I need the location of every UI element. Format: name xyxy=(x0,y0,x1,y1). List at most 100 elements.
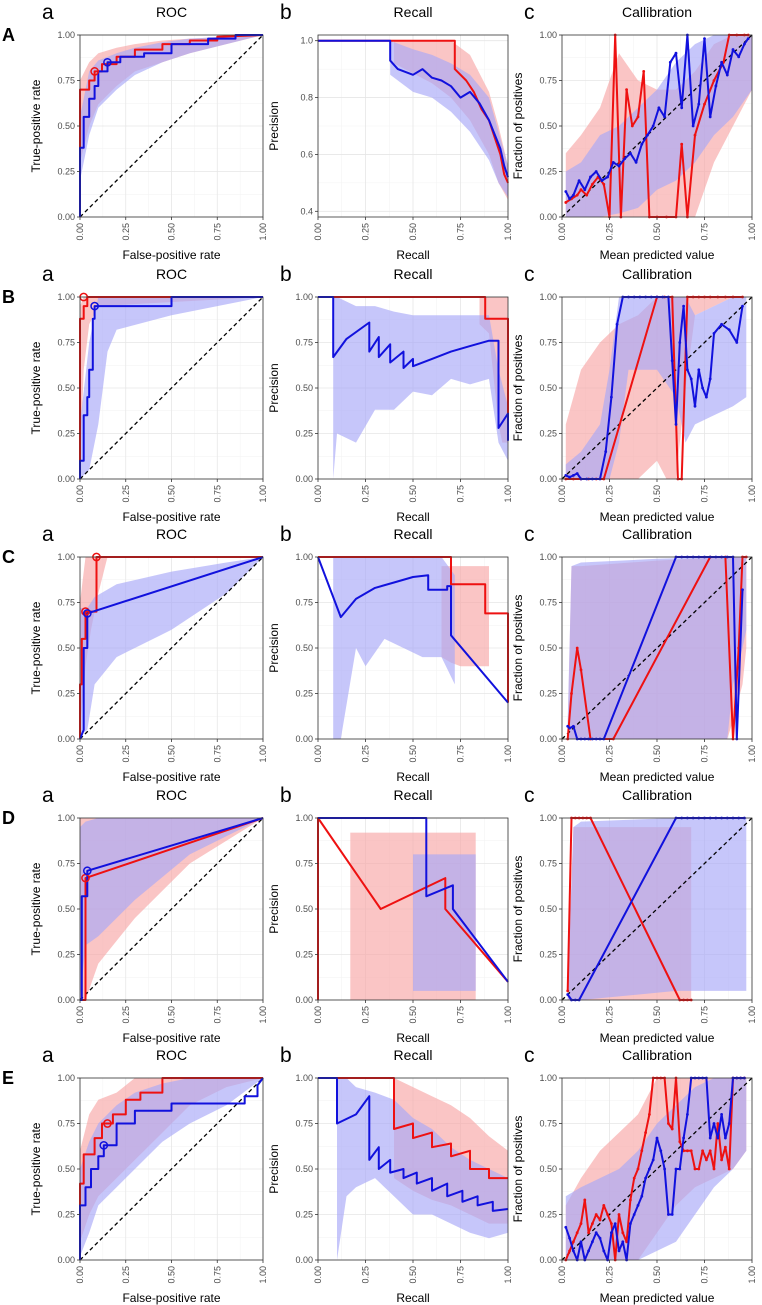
rowD-a-xtick-label: 0.25 xyxy=(121,1006,131,1024)
rowC-b-ytick-label: 0.25 xyxy=(295,689,313,699)
rowB-c-xlabel: Mean predicted value xyxy=(600,510,715,524)
rowE-c-point-blue xyxy=(587,1249,590,1253)
rowC-c-xtick-label: 1.00 xyxy=(747,745,757,763)
rowD-c-ytick-label: 1.00 xyxy=(539,813,557,823)
rowB-c-ytick-label: 0.75 xyxy=(539,338,557,348)
rowD-c-point-blue xyxy=(566,993,570,996)
rowC-a-reference-diagonal xyxy=(79,556,264,740)
rowD-c-ytick-label: 0.75 xyxy=(539,859,557,869)
rowB-b-ytick-label: 0.50 xyxy=(295,383,313,393)
rowE-c-xtick-label: 0.50 xyxy=(652,1266,662,1284)
rowA-a-xtick-label: 0.75 xyxy=(212,223,222,241)
rowD-b-xlabel: Recall xyxy=(396,1031,429,1045)
rowE-b-line-blue xyxy=(318,1077,509,1212)
rowE-c-point-blue xyxy=(655,1136,659,1140)
rowA-c-point-blue xyxy=(646,133,649,137)
rowB-a-xtick-label: 0.75 xyxy=(212,485,222,503)
rowE-b-line-red xyxy=(318,1077,508,1180)
rowE-c-point-red xyxy=(686,1149,689,1153)
rowA-b-band-blue xyxy=(390,40,508,198)
rowA-c-xtick-label: 0.00 xyxy=(557,223,567,241)
rowC-a-panel-letter: a xyxy=(42,523,54,546)
rowE-c-ytick-label: 0.75 xyxy=(539,1119,557,1129)
rowE-b-panel-letter: b xyxy=(280,1044,292,1067)
rowB-c-ylabel: Fraction of positives xyxy=(511,335,525,442)
rowE-b-title: Recall xyxy=(394,1047,433,1063)
rowC-c-point-red xyxy=(575,646,579,650)
rowA-c-point-blue xyxy=(589,175,592,179)
rowE-b-xtick-label: 0.75 xyxy=(456,1266,466,1284)
rowB-a-xtick-label: 1.00 xyxy=(258,485,268,503)
rowD-a-panel-letter: a xyxy=(42,784,54,807)
rowB-a-band-blue xyxy=(80,297,263,479)
rowE-a-xtick-label: 0.75 xyxy=(212,1266,222,1284)
rowE-c-point-blue xyxy=(724,1136,727,1140)
rowE-c-point-red xyxy=(693,1167,697,1171)
rowD-c-panel: c Callibration 0.00 0.25 0.50 0.75 1.00 0.00 0.2… xyxy=(511,784,757,1045)
rowA-c-point-blue xyxy=(606,175,609,179)
rowA-c-point-red xyxy=(575,193,579,197)
rowA-a-ytick-label: 0.25 xyxy=(57,167,75,177)
rowE-b-ytick-label: 1.00 xyxy=(295,1073,313,1083)
rowA-b-title: Recall xyxy=(394,4,433,20)
rowB-c-panel: c Callibration 0.00 0.25 0.50 0.75 1.00 0.00 0.2… xyxy=(511,263,757,524)
rowC-c-xtick-label: 0.50 xyxy=(652,745,662,763)
rowB-b-panel: b Recall 0.00 0.25 0.50 0.75 1.00 0.00 0.25 0.50 0… xyxy=(267,263,513,524)
rowC-b-panel: b Recall 0.00 0.25 0.50 0.75 1.00 0.00 0.25 0.50 0… xyxy=(267,523,513,784)
rowA-c-point-red xyxy=(585,193,589,197)
rowA-a-xtick-label: 0.50 xyxy=(167,223,177,241)
rowB-b-xlabel: Recall xyxy=(396,510,429,524)
rowA-c-point-blue xyxy=(725,73,729,77)
rowE-c-point-red xyxy=(598,1218,602,1222)
rowE-c-point-blue xyxy=(632,1213,636,1216)
rowD-a-ytick-label: 0.50 xyxy=(57,904,75,914)
row-letter-C: C xyxy=(2,547,15,567)
rowD-c-xtick-label: 0.00 xyxy=(557,1006,567,1024)
rowB-c-point-blue xyxy=(568,475,571,479)
row-letter-B: B xyxy=(2,287,15,307)
rowB-c-ytick-label: 0.00 xyxy=(539,474,557,484)
rowB-c-ytick-label: 0.25 xyxy=(539,429,557,439)
rowB-a-ytick-label: 0.25 xyxy=(57,429,75,439)
rowE-c-point-red xyxy=(701,1149,704,1153)
rowD-a-ytick-label: 1.00 xyxy=(57,813,75,823)
rowE-b-ytick-label: 0.50 xyxy=(295,1164,313,1174)
rowC-c-point-blue xyxy=(572,724,575,728)
rowD-b-panel-letter: b xyxy=(280,784,292,807)
rowB-c-point-blue xyxy=(615,322,619,326)
rowB-b-ytick-label: 1.00 xyxy=(295,292,313,302)
rowE-c-point-red xyxy=(640,1149,644,1153)
rowE-a-ytick-label: 0.50 xyxy=(57,1164,75,1174)
rowE-c-ytick-label: 1.00 xyxy=(539,1073,557,1083)
rowE-c-point-red xyxy=(644,1131,647,1134)
rowD-c-xlabel: Mean predicted value xyxy=(600,1031,715,1045)
rowA-c-ytick-label: 0.25 xyxy=(539,167,557,177)
rowD-b-band-blue xyxy=(413,854,476,991)
rowC-c-ytick-label: 0.75 xyxy=(539,598,557,608)
rowD-b-ytick-label: 0.75 xyxy=(295,859,313,869)
rowA-a-xtick-label: 0.00 xyxy=(75,223,85,241)
rowC-a-ytick-label: 0.25 xyxy=(57,689,75,699)
rowE-b-ytick-label: 0.75 xyxy=(295,1119,313,1129)
rowE-c-title: Callibration xyxy=(622,1047,692,1063)
rowE-c-point-red xyxy=(591,1222,594,1225)
rowA-a-marker-blue xyxy=(103,57,112,67)
rowE-c-xtick-label: 0.75 xyxy=(700,1266,710,1284)
rowA-c-point-blue xyxy=(611,161,615,164)
rowE-b-ylabel: Precision xyxy=(267,1144,281,1193)
rowA-b-band-red xyxy=(394,40,508,200)
rowE-b-ytick-label: 0.25 xyxy=(295,1210,313,1220)
rowB-b-ylabel: Precision xyxy=(267,363,281,412)
rowE-c-point-red xyxy=(636,1167,640,1171)
rowE-c-point-blue xyxy=(602,1249,606,1253)
rowA-c-point-red xyxy=(693,133,697,137)
rowA-c-point-red xyxy=(636,115,640,119)
rowB-c-xtick-label: 1.00 xyxy=(747,485,757,503)
rowE-c-ytick-label: 0.25 xyxy=(539,1210,557,1220)
rowB-b-ytick-label: 0.25 xyxy=(295,429,313,439)
rowA-c-point-blue xyxy=(720,60,723,64)
rowB-c-point-blue xyxy=(720,322,723,326)
rowC-a-ytick-label: 0.75 xyxy=(57,598,75,608)
rowA-a-line-blue xyxy=(79,34,263,217)
rowA-b-ytick-label: 0.4 xyxy=(300,206,313,216)
